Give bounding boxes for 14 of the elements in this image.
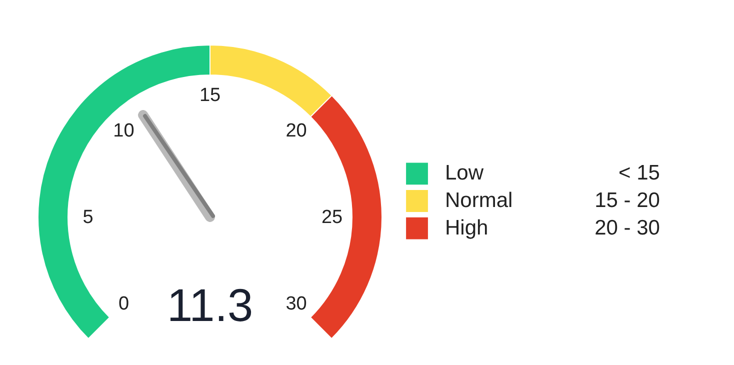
legend-label: Low xyxy=(445,162,484,185)
text: < 15 xyxy=(618,162,660,185)
text: 0 xyxy=(118,293,130,314)
text: 11.3 xyxy=(166,279,254,331)
text: 15 xyxy=(199,85,221,106)
text: 25 xyxy=(321,207,343,228)
text: 30 xyxy=(286,293,307,314)
text: 20 xyxy=(286,120,307,142)
legend-label: High xyxy=(445,216,488,240)
legend-label: Normal xyxy=(445,189,513,212)
text: 10 xyxy=(113,120,134,142)
text: 20 - 30 xyxy=(594,216,660,240)
text: 15 - 20 xyxy=(594,189,660,212)
text: 5 xyxy=(82,207,94,228)
